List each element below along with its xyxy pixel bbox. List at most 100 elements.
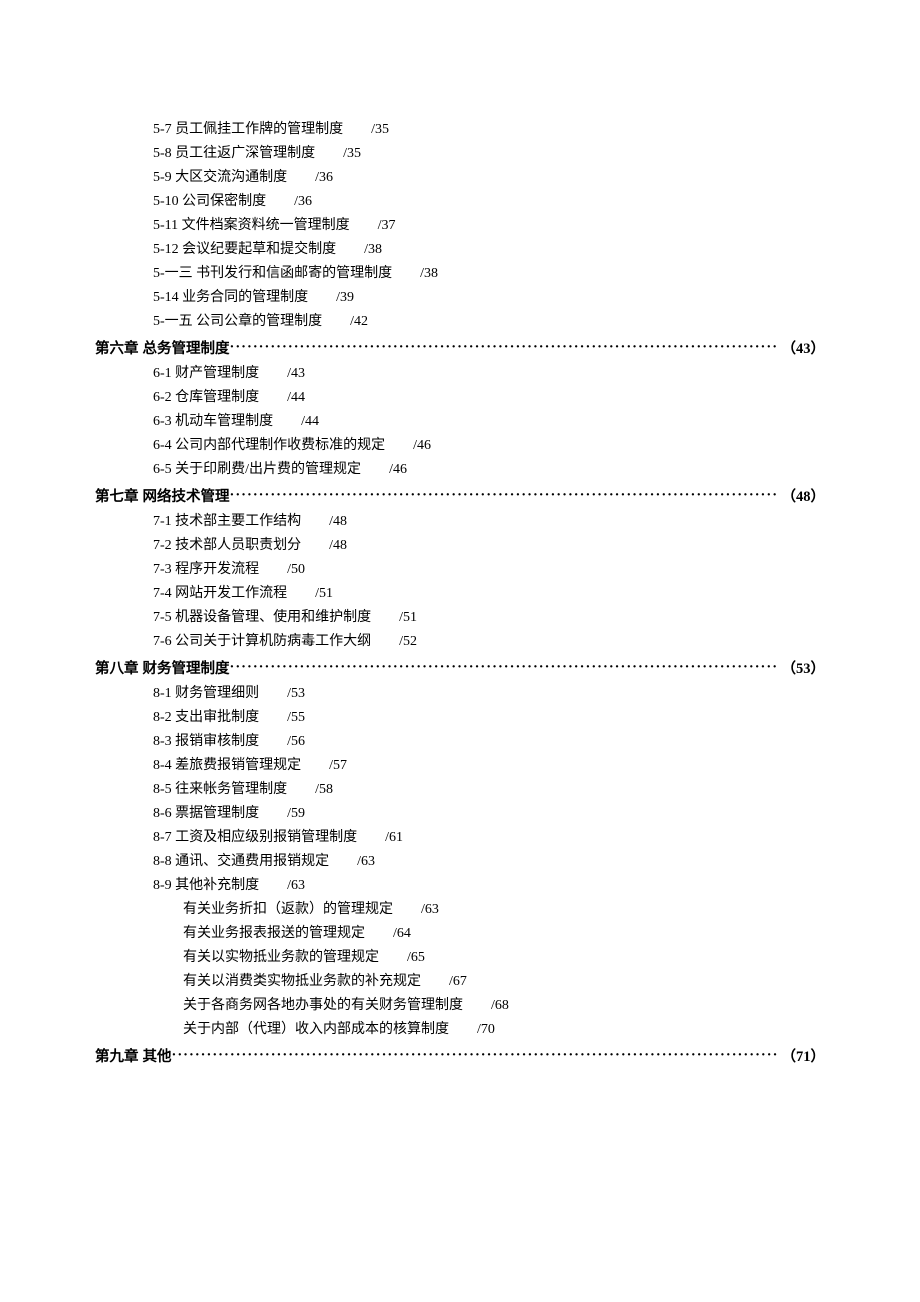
toc-item-text: 5-10 公司保密制度 [153, 194, 294, 209]
toc-item: 7-1 技术部主要工作结构 /48 [95, 510, 825, 534]
toc-subitem-page: /63 [421, 902, 439, 917]
chapter-page: （53） [782, 657, 826, 681]
toc-item-text: 7-1 技术部主要工作结构 [153, 514, 329, 529]
toc-item-page: /37 [378, 218, 396, 233]
toc-item: 8-9 其他补充制度 /63 [95, 874, 825, 898]
toc-item-page: /59 [287, 806, 305, 821]
toc-item-text: 7-2 技术部人员职责划分 [153, 538, 329, 553]
toc-item-page: /38 [420, 266, 438, 281]
toc-item-page: /35 [371, 122, 389, 137]
toc-item-text: 5-14 业务合同的管理制度 [153, 290, 336, 305]
toc-item-text: 6-2 仓库管理制度 [153, 390, 287, 405]
toc-item: 5-一三 书刊发行和信函邮寄的管理制度 /38 [95, 262, 825, 286]
toc-item: 6-5 关于印刷费/出片费的管理规定 /46 [95, 458, 825, 482]
toc-subitem-text: 有关以实物抵业务款的管理规定 [183, 950, 407, 965]
toc-subitem-page: /65 [407, 950, 425, 965]
chapter-heading: 第七章网络技术管理（48） [95, 483, 825, 509]
toc-subitem-text: 关于各商务网各地办事处的有关财务管理制度 [183, 998, 491, 1013]
toc-item: 5-14 业务合同的管理制度 /39 [95, 286, 825, 310]
chapter-title: 其他 [143, 1045, 172, 1069]
toc-item: 8-2 支出审批制度 /55 [95, 706, 825, 730]
toc-item-text: 5-一三 书刊发行和信函邮寄的管理制度 [153, 266, 420, 281]
toc-item-text: 8-3 报销审核制度 [153, 734, 287, 749]
toc-subitem: 关于内部（代理）收入内部成本的核算制度 /70 [95, 1018, 825, 1042]
toc-subitem: 有关业务报表报送的管理规定 /64 [95, 922, 825, 946]
chapter-heading: 第六章总务管理制度（43） [95, 335, 825, 361]
toc-item: 8-8 通讯、交通费用报销规定 /63 [95, 850, 825, 874]
toc-item-page: /44 [301, 414, 319, 429]
toc-subitem: 有关以实物抵业务款的管理规定 /65 [95, 946, 825, 970]
toc-item: 7-4 网站开发工作流程 /51 [95, 582, 825, 606]
toc-item-text: 6-5 关于印刷费/出片费的管理规定 [153, 462, 389, 477]
toc-item-text: 8-2 支出审批制度 [153, 710, 287, 725]
toc-item: 8-3 报销审核制度 /56 [95, 730, 825, 754]
toc-subitem-page: /67 [449, 974, 467, 989]
chapter-heading: 第八章财务管理制度（53） [95, 655, 825, 681]
toc-item-page: /56 [287, 734, 305, 749]
toc-item-text: 5-11 文件档案资料统一管理制度 [153, 218, 378, 233]
toc-item-page: /53 [287, 686, 305, 701]
toc-item-page: /46 [413, 438, 431, 453]
chapter-heading: 第九章其他 （71） [95, 1043, 825, 1069]
toc-subitem-page: /70 [477, 1022, 495, 1037]
toc-item-page: /48 [329, 538, 347, 553]
toc-item-page: /39 [336, 290, 354, 305]
toc-item-page: /57 [329, 758, 347, 773]
chapter-label: 第九章 [95, 1045, 139, 1069]
toc-item-text: 7-6 公司关于计算机防病毒工作大纲 [153, 634, 399, 649]
toc-item-text: 5-7 员工佩挂工作牌的管理制度 [153, 122, 371, 137]
toc-item: 7-6 公司关于计算机防病毒工作大纲 /52 [95, 630, 825, 654]
chapter-label: 第七章 [95, 485, 139, 509]
chapter-title: 网络技术管理 [143, 485, 230, 509]
toc-item-text: 6-4 公司内部代理制作收费标准的规定 [153, 438, 413, 453]
toc-item-page: /36 [294, 194, 312, 209]
toc-item: 5-11 文件档案资料统一管理制度 /37 [95, 214, 825, 238]
toc-container: 5-7 员工佩挂工作牌的管理制度 /355-8 员工往返广深管理制度 /355-… [95, 118, 825, 1069]
chapter-page: （43） [782, 337, 826, 361]
toc-item: 8-1 财务管理细则 /53 [95, 682, 825, 706]
chapter-title: 总务管理制度 [143, 337, 230, 361]
toc-item-page: /51 [315, 586, 333, 601]
toc-subitem-text: 关于内部（代理）收入内部成本的核算制度 [183, 1022, 477, 1037]
toc-item-page: /58 [315, 782, 333, 797]
toc-item-text: 8-7 工资及相应级别报销管理制度 [153, 830, 385, 845]
toc-item-text: 5-9 大区交流沟通制度 [153, 170, 315, 185]
toc-item: 6-2 仓库管理制度 /44 [95, 386, 825, 410]
toc-item: 5-10 公司保密制度 /36 [95, 190, 825, 214]
toc-item-text: 7-3 程序开发流程 [153, 562, 287, 577]
toc-item-text: 8-1 财务管理细则 [153, 686, 287, 701]
toc-item: 5-8 员工往返广深管理制度 /35 [95, 142, 825, 166]
toc-item-page: /50 [287, 562, 305, 577]
toc-item: 6-1 财产管理制度 /43 [95, 362, 825, 386]
toc-item: 7-3 程序开发流程 /50 [95, 558, 825, 582]
toc-item-page: /46 [389, 462, 407, 477]
chapter-page: （71） [782, 1045, 826, 1069]
toc-item-page: /44 [287, 390, 305, 405]
toc-subitem: 有关以消费类实物抵业务款的补充规定 /67 [95, 970, 825, 994]
toc-item: 5-7 员工佩挂工作牌的管理制度 /35 [95, 118, 825, 142]
toc-item: 7-2 技术部人员职责划分 /48 [95, 534, 825, 558]
toc-subitem-page: /68 [491, 998, 509, 1013]
toc-item-page: /55 [287, 710, 305, 725]
toc-item: 8-6 票据管理制度 /59 [95, 802, 825, 826]
toc-item-text: 5-12 会议纪要起草和提交制度 [153, 242, 364, 257]
toc-item: 6-3 机动车管理制度 /44 [95, 410, 825, 434]
toc-subitem-text: 有关业务折扣（返款）的管理规定 [183, 902, 421, 917]
toc-item-text: 8-9 其他补充制度 [153, 878, 287, 893]
toc-item-text: 7-5 机器设备管理、使用和维护制度 [153, 610, 399, 625]
toc-item-text: 6-1 财产管理制度 [153, 366, 287, 381]
chapter-dots [230, 483, 778, 501]
toc-item-text: 8-5 往来帐务管理制度 [153, 782, 315, 797]
toc-item-page: /51 [399, 610, 417, 625]
toc-item: 5-一五 公司公章的管理制度 /42 [95, 310, 825, 334]
toc-subitem-page: /64 [393, 926, 411, 941]
toc-subitem: 有关业务折扣（返款）的管理规定 /63 [95, 898, 825, 922]
toc-item-text: 6-3 机动车管理制度 [153, 414, 301, 429]
toc-item: 8-5 往来帐务管理制度 /58 [95, 778, 825, 802]
toc-item: 5-9 大区交流沟通制度 /36 [95, 166, 825, 190]
toc-subitem-text: 有关以消费类实物抵业务款的补充规定 [183, 974, 449, 989]
toc-item-page: /36 [315, 170, 333, 185]
toc-item: 8-4 差旅费报销管理规定 /57 [95, 754, 825, 778]
chapter-dots [230, 335, 778, 353]
toc-item-page: /61 [385, 830, 403, 845]
